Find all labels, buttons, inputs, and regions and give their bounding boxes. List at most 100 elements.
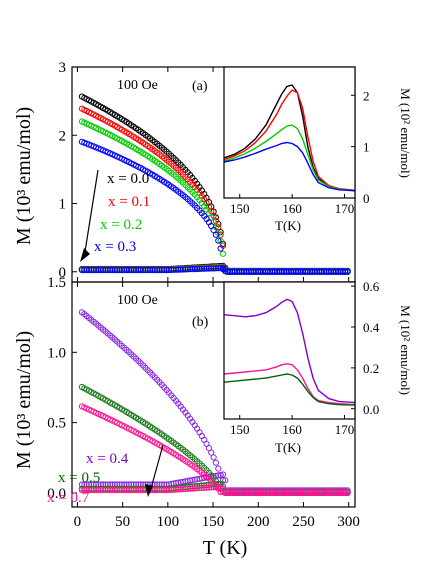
data-point [210, 454, 217, 461]
inset-y-tick-label: 2 [363, 88, 370, 103]
x-tick-label: 200 [247, 514, 270, 530]
data-point [295, 268, 302, 275]
panel-b-legend-arrowhead [145, 484, 153, 497]
data-point [344, 268, 351, 275]
data-point [215, 483, 222, 490]
x-tick-label: 150 [202, 514, 225, 530]
data-point [257, 489, 264, 496]
data-point [78, 487, 86, 494]
panel-a-inset-ylabel: M (10² emu/mol) [398, 88, 413, 178]
panel-b-ticks: 0 50 100 150 200 250 300 0.0 0.5 1.0 1.5 [47, 275, 360, 530]
data-point [104, 267, 111, 274]
y-tick-label: 1.5 [47, 275, 66, 291]
inset-y-tick-label: 0.0 [363, 402, 379, 417]
data-point [297, 268, 304, 275]
inset-x-tick-label: 170 [335, 201, 355, 216]
inset-series-line [223, 363, 356, 406]
panel-b-inset-ylabel: M (10² emu/mol) [398, 305, 413, 395]
series-x03 [78, 138, 351, 275]
legend-entry: x = 0.7 [47, 490, 90, 506]
data-point [109, 267, 116, 274]
data-point [342, 489, 349, 496]
data-point [264, 268, 271, 275]
data-point [97, 487, 104, 494]
legend-entry: x = 0.4 [86, 451, 129, 467]
data-point [215, 465, 222, 472]
data-point [288, 489, 295, 496]
data-point [295, 489, 302, 496]
panel-b-field-label: 100 Oe [117, 293, 158, 308]
panel-a-inset-curves [223, 67, 356, 198]
panel-a-inset-ticks: 150 160 170 0 1 2 [230, 88, 370, 216]
y-tick-label: 1 [59, 197, 67, 213]
data-point [335, 489, 342, 496]
inset-y-tick-label: 0.6 [363, 279, 380, 294]
data-point [102, 267, 109, 274]
inset-y-tick-label: 1 [363, 140, 370, 155]
data-point [250, 268, 257, 275]
data-point [217, 237, 224, 245]
inset-y-tick-label: 0.4 [363, 320, 380, 335]
data-point [109, 487, 116, 494]
inset-background [224, 67, 355, 198]
data-point [210, 227, 217, 234]
data-point [250, 489, 257, 496]
data-point [212, 231, 219, 238]
y-tick-label: 3 [59, 60, 67, 76]
legend-entry: x = 0.5 [58, 470, 100, 486]
panel-a-field-label: 100 Oe [117, 78, 158, 93]
x-tick-label: 300 [337, 514, 360, 530]
data-point [208, 203, 215, 210]
data-point [217, 471, 224, 479]
panel-a-legend-arrow [83, 169, 99, 259]
data-point [288, 268, 295, 275]
panel-b-legend: x = 0.4 x = 0.5 x = 0.7 [47, 451, 129, 506]
inset-y-tick-label: 0 [363, 191, 370, 206]
data-point [328, 489, 335, 496]
x-tick-label: 50 [115, 514, 130, 530]
panel-a-legend-arrowhead [80, 248, 90, 262]
inset-series-line [223, 141, 356, 192]
data-point [125, 487, 133, 494]
data-point [217, 265, 224, 272]
data-point [311, 268, 318, 275]
panel-b-inset: 150 160 170 0.0 0.2 0.4 0.6 T(K) M (10² emu/mo… [223, 279, 413, 455]
data-point [271, 489, 278, 496]
data-point [304, 268, 311, 275]
data-point [78, 267, 86, 274]
data-point [215, 224, 222, 231]
inset-x-tick-label: 150 [230, 422, 250, 437]
panel-b-inset-ticks: 150 160 170 0.0 0.2 0.4 0.6 [230, 279, 380, 437]
inset-series-line [223, 298, 356, 404]
data-point [342, 268, 349, 275]
data-point [215, 237, 222, 244]
data-point [118, 267, 126, 274]
legend-entry: x = 0.0 [107, 171, 149, 187]
data-point [281, 489, 288, 496]
data-point [264, 489, 271, 496]
data-point [222, 477, 229, 484]
data-point [257, 268, 264, 275]
data-point [335, 268, 342, 275]
data-point [102, 487, 109, 494]
data-point [217, 245, 224, 252]
inset-x-tick-label: 150 [230, 201, 250, 216]
panel-b-legend-arrow [149, 444, 164, 493]
data-point [311, 489, 318, 496]
data-point [95, 267, 102, 274]
data-point [321, 268, 328, 275]
data-point [125, 267, 133, 274]
x-axis-label: T (K) [203, 537, 248, 559]
inset-series-line [223, 84, 356, 191]
inset-x-tick-label: 170 [335, 422, 355, 437]
panel-a-curves [78, 93, 351, 275]
panel-b-inset-xlabel: T(K) [275, 440, 301, 455]
data-point [111, 267, 119, 274]
data-point [85, 487, 93, 494]
panel-a-ylabel: M (10³ emu/mol) [13, 107, 35, 245]
data-point [121, 487, 128, 494]
panel-a-inset-xlabel: T(K) [275, 218, 301, 233]
data-point [297, 489, 304, 496]
inset-x-tick-label: 160 [282, 422, 302, 437]
legend-entry: x = 0.2 [100, 217, 142, 233]
